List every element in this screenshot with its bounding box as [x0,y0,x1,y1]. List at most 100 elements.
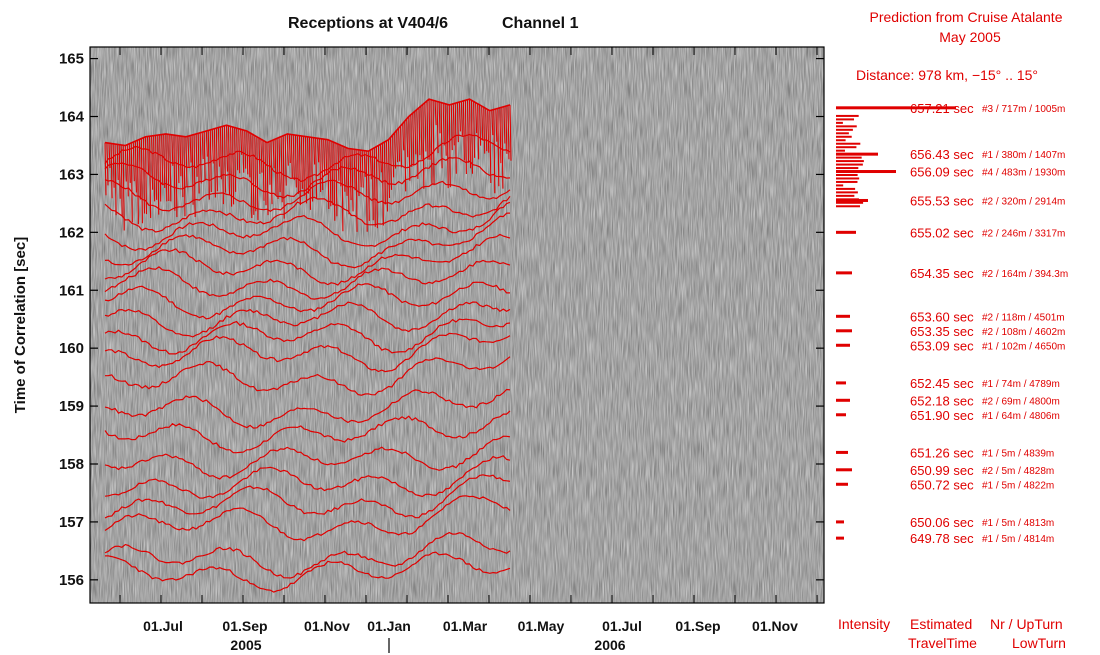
prediction-path: #2 / 118m / 4501m [982,312,1065,323]
footer-estimated: Estimated [910,616,972,632]
trace-line [104,410,511,454]
y-tick-label: 165 [59,51,84,68]
x-tick-label: 01.Nov [752,618,798,634]
year-label-2005: 2005 [230,637,261,653]
trace-line [104,179,511,213]
prediction-path: #1 / 5m / 4839m [982,448,1054,459]
trace-line [104,474,511,519]
trace-line [104,332,511,373]
chart-title: Receptions at V404/6 [288,15,448,32]
intensity-tick [836,146,857,149]
intensity-tick [836,191,858,194]
intensity-tick [836,177,860,180]
prediction-header: Prediction from Cruise Atalante [870,9,1063,25]
plot-noise [90,47,824,603]
intensity-tick [836,187,856,190]
prediction-time: 650.06 sec [910,515,974,530]
trace-line [104,233,511,286]
prediction-path: #1 / 380m / 1407m [982,150,1065,161]
intensity-tick [836,132,849,135]
x-tick-label: 01.May [518,618,565,634]
y-axis-label: Time of Correlation [sec] [12,237,29,413]
prediction-time: 649.78 sec [910,531,974,546]
intensity-tick [836,125,857,128]
prediction-time: 652.45 sec [910,376,974,391]
prediction-time: 657.21 sec [910,101,974,116]
intensity-tick [836,201,864,204]
intensity-tick [836,142,861,145]
intensity-bar [836,271,852,275]
top-trace-envelope [104,98,511,153]
x-tick-label: 01.Mar [443,618,488,634]
prediction-time: 651.26 sec [910,445,974,460]
intensity-tick [836,170,850,173]
prediction-time: 654.35 sec [910,266,974,281]
intensity-bar [836,152,878,156]
trace-line [104,388,511,429]
trace-line [104,259,511,300]
prediction-path: #2 / 69m / 4800m [982,396,1060,407]
trace-line [104,318,511,355]
intensity-tick [836,114,859,117]
prediction-time: 650.99 sec [910,463,974,478]
intensity-tick [836,160,864,163]
trace-series [104,98,512,593]
prediction-path: #1 / 102m / 4650m [982,341,1065,352]
intensity-bar [836,413,846,417]
intensity-tick [836,198,859,201]
prediction-path: #3 / 717m / 1005m [982,104,1065,115]
trace-line [104,356,511,396]
prediction-path: #1 / 5m / 4813m [982,518,1054,529]
prediction-path: #2 / 246m / 3317m [982,228,1065,239]
intensity-tick [836,121,843,124]
y-tick-label: 161 [59,282,84,299]
trace-line [104,455,511,499]
prediction-date: May 2005 [939,29,1001,45]
intensity-bar [836,170,896,174]
y-tick-label: 156 [59,572,84,589]
prediction-path: #2 / 164m / 394.3m [982,269,1068,280]
prediction-time: 655.53 sec [910,193,974,208]
prediction-time: 653.60 sec [910,309,974,324]
plot-frame [89,46,825,604]
intensity-tick [836,118,855,121]
footer-nr-upturn: Nr / UpTurn [990,616,1063,632]
trace-line [104,201,511,251]
prediction-time: 652.18 sec [910,393,974,408]
intensity-bar [836,482,848,486]
x-tick-label: 01.Nov [304,618,350,634]
intensity-tick [836,156,862,159]
top-trace-band [104,99,512,232]
intensity-bar [836,450,848,454]
intensity-tick [836,173,858,176]
intensity-bar [836,230,856,234]
intensity-tick [836,135,852,138]
intensity-bar [836,381,846,385]
intensity-tick [836,184,844,187]
prediction-time: 653.35 sec [910,324,974,339]
trace-line [104,301,511,338]
prediction-path: #1 / 64m / 4806m [982,411,1060,422]
intensity-tick [836,194,855,197]
y-tick-label: 159 [59,398,84,415]
prediction-time: 653.09 sec [910,338,974,353]
prediction-path: #1 / 5m / 4822m [982,480,1054,491]
intensity-bar [836,398,850,402]
intensity-tick [836,180,858,183]
prediction-path: #2 / 108m / 4602m [982,327,1065,338]
prediction-path: #2 / 320m / 2914m [982,196,1065,207]
intensity-tick [836,128,853,131]
trace-line [105,551,511,593]
y-axis-ticks: 156 157 158 159 160 161 162 163 164 165 [59,51,824,589]
prediction-time: 651.90 sec [910,408,974,423]
intensity-bar [836,520,844,524]
intensity-bar [836,106,956,110]
channel-label: Channel 1 [502,15,579,32]
intensity-tick [836,167,859,170]
year-label-2006: 2006 [594,637,625,653]
intensity-bar [836,329,852,333]
intensity-bar [836,343,850,347]
trace-line [104,212,511,269]
x-axis-ticks: 01.Jul 01.Sep 01.Nov 01.Jan 01.Mar 01.May 01.J… [119,47,818,634]
